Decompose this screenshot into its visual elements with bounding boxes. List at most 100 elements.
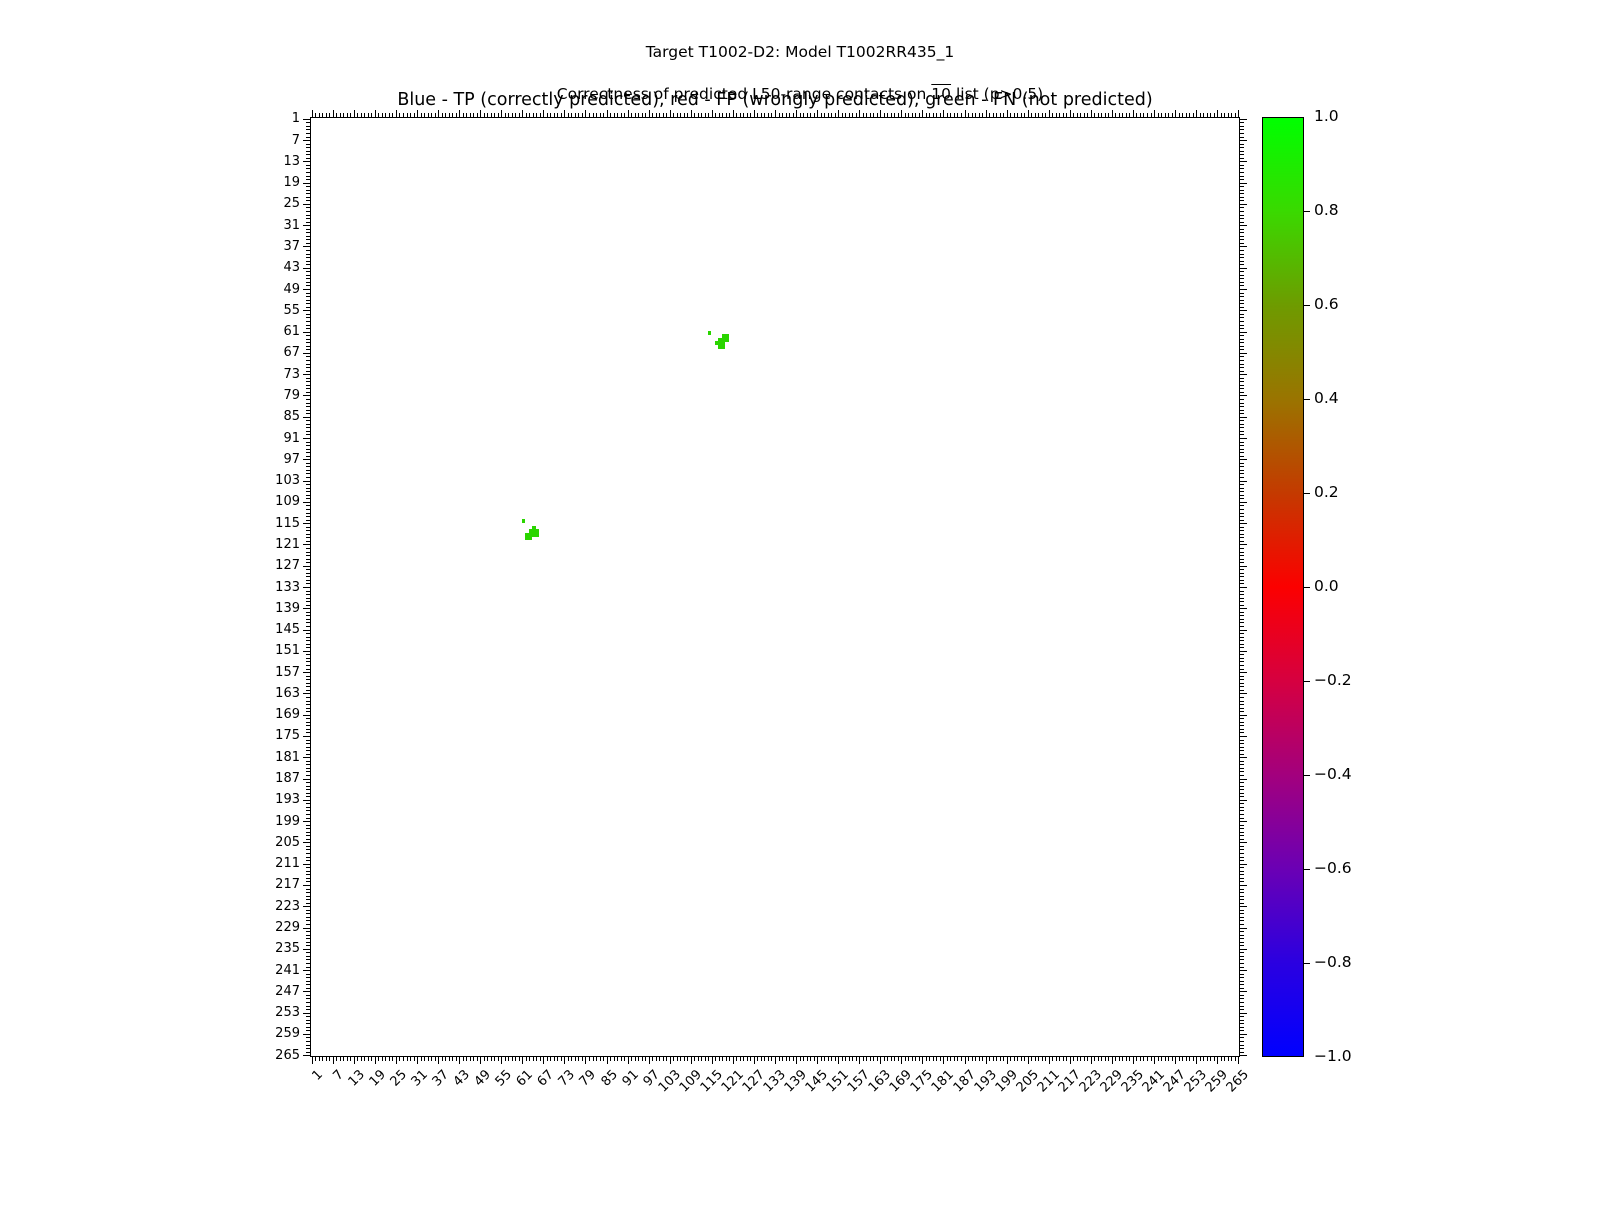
y-tick-47 xyxy=(306,282,310,283)
y-tick-right-97 xyxy=(1240,459,1247,460)
colorbar[interactable] xyxy=(1262,117,1304,1057)
x-tick-27 xyxy=(403,1057,404,1061)
x-tick-top-150 xyxy=(835,113,836,117)
x-tick-250 xyxy=(1186,1057,1187,1061)
y-tick-6 xyxy=(306,137,310,138)
x-tick-22 xyxy=(385,1057,386,1061)
y-tick-right-167 xyxy=(1240,708,1244,709)
y-tick-88 xyxy=(306,427,310,428)
y-tick-right-143 xyxy=(1240,622,1244,623)
y-tick-41 xyxy=(306,261,310,262)
x-tick-102 xyxy=(666,1057,667,1061)
x-tick-107 xyxy=(684,1057,685,1061)
x-tick-top-233 xyxy=(1126,113,1127,117)
x-tick-top-25 xyxy=(396,110,397,117)
y-tick-right-63 xyxy=(1240,339,1244,340)
x-tick-53 xyxy=(494,1057,495,1061)
contact-map-plot-area[interactable] xyxy=(310,117,1240,1057)
y-tick-10 xyxy=(306,151,310,152)
y-tick-31 xyxy=(303,225,310,226)
x-tick-6 xyxy=(329,1057,330,1061)
y-tick-right-161 xyxy=(1240,686,1244,687)
y-tick-9 xyxy=(306,147,310,148)
suptitle-line-2-suffix: list (p>0.5) xyxy=(951,85,1044,103)
y-tick-right-15 xyxy=(1240,168,1244,169)
x-tick-216 xyxy=(1066,1057,1067,1061)
y-tick-1 xyxy=(303,119,310,120)
y-tick-right-245 xyxy=(1240,984,1244,985)
y-tick-label-163: 163 xyxy=(275,685,300,701)
y-tick-right-39 xyxy=(1240,254,1244,255)
x-tick-123 xyxy=(740,1057,741,1061)
y-tick-right-218 xyxy=(1240,889,1244,890)
x-tick-top-62 xyxy=(526,113,527,117)
x-tick-188 xyxy=(968,1057,969,1061)
x-tick-top-77 xyxy=(578,113,579,117)
x-tick-top-60 xyxy=(519,113,520,117)
contact-cell-fn xyxy=(725,334,729,339)
y-tick-195 xyxy=(306,807,310,808)
y-tick-67 xyxy=(303,353,310,354)
y-tick-215 xyxy=(306,878,310,879)
y-tick-187 xyxy=(303,779,310,780)
x-tick-25 xyxy=(396,1057,397,1064)
x-tick-156 xyxy=(856,1057,857,1061)
y-tick-202 xyxy=(306,832,310,833)
y-tick-right-182 xyxy=(1240,761,1244,762)
x-tick-247 xyxy=(1175,1057,1176,1064)
y-tick-right-175 xyxy=(1240,736,1247,737)
y-tick-right-106 xyxy=(1240,491,1244,492)
y-tick-173 xyxy=(306,729,310,730)
y-tick-label-247: 247 xyxy=(275,983,300,999)
y-tick-right-121 xyxy=(1240,544,1247,545)
x-tick-128 xyxy=(757,1057,758,1061)
x-tick-97 xyxy=(649,1057,650,1064)
x-tick-top-209 xyxy=(1042,113,1043,117)
x-tick-top-140 xyxy=(800,113,801,117)
x-tick-260 xyxy=(1221,1057,1222,1061)
y-tick-209 xyxy=(306,857,310,858)
y-tick-right-230 xyxy=(1240,931,1244,932)
colorbar-tick-2 xyxy=(1304,305,1310,306)
x-tick-224 xyxy=(1094,1057,1095,1061)
x-tick-top-63 xyxy=(529,113,530,117)
x-tick-top-186 xyxy=(961,113,962,117)
y-tick-152 xyxy=(306,654,310,655)
y-tick-115 xyxy=(303,523,310,524)
y-tick-36 xyxy=(306,243,310,244)
y-tick-right-144 xyxy=(1240,626,1244,627)
y-tick-108 xyxy=(306,498,310,499)
y-tick-right-148 xyxy=(1240,640,1244,641)
y-tick-label-91: 91 xyxy=(283,430,300,446)
x-tick-top-172 xyxy=(912,113,913,117)
y-tick-113 xyxy=(306,516,310,517)
x-tick-99 xyxy=(656,1057,657,1061)
contact-cell-fn xyxy=(535,533,540,537)
x-tick-top-92 xyxy=(631,113,632,117)
y-tick-right-36 xyxy=(1240,243,1244,244)
x-tick-top-73 xyxy=(564,110,565,117)
y-tick-124 xyxy=(306,555,310,556)
x-tick-top-231 xyxy=(1119,113,1120,117)
x-tick-top-109 xyxy=(691,110,692,117)
y-tick-right-214 xyxy=(1240,874,1244,875)
x-tick-top-173 xyxy=(915,113,916,117)
x-tick-top-237 xyxy=(1140,113,1141,117)
y-tick-240 xyxy=(306,967,310,968)
y-tick-right-55 xyxy=(1240,310,1247,311)
y-tick-55 xyxy=(303,310,310,311)
x-tick-top-42 xyxy=(456,113,457,117)
x-tick-top-177 xyxy=(929,113,930,117)
x-tick-58 xyxy=(512,1057,513,1061)
x-tick-top-145 xyxy=(817,110,818,117)
y-tick-right-178 xyxy=(1240,747,1244,748)
x-tick-top-175 xyxy=(922,110,923,117)
x-tick-189 xyxy=(972,1057,973,1061)
x-tick-18 xyxy=(371,1057,372,1061)
y-tick-right-114 xyxy=(1240,520,1244,521)
x-tick-47 xyxy=(473,1057,474,1061)
y-tick-198 xyxy=(306,818,310,819)
x-tick-top-106 xyxy=(680,113,681,117)
colorbar-tick-label-9: −0.8 xyxy=(1314,953,1352,971)
y-tick-right-261 xyxy=(1240,1041,1244,1042)
